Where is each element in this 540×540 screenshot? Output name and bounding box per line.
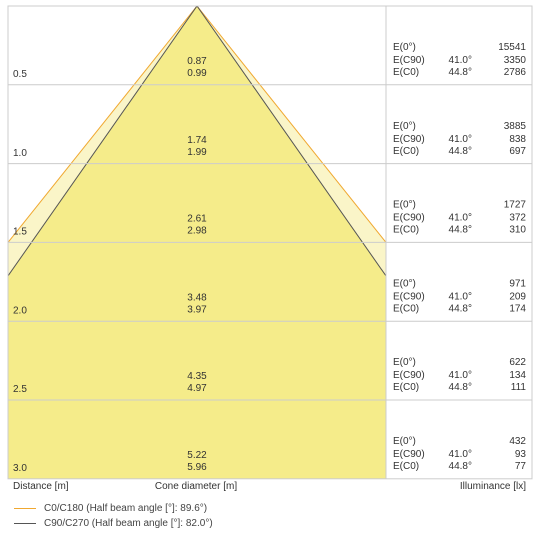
e-c90-value: 3350 [504,55,527,66]
cone-diameter-c0: 1.74 [187,135,207,146]
e-c90-label: E(C90) [393,213,425,224]
angle-c90: 41.0° [449,370,472,381]
legend-item-c0: C0/C180 (Half beam angle [°]: 89.6°) [14,503,207,514]
e-c0-label: E(C0) [393,225,419,236]
e-c0-label: E(C0) [393,146,419,157]
e-c0-value: 77 [515,461,527,472]
xlabel-distance: Distance [m] [13,481,69,492]
e-c90-label: E(C90) [393,55,425,66]
angle-c0: 44.8° [449,225,472,236]
e0-label: E(0°) [393,278,416,289]
angle-c90: 41.0° [449,291,472,302]
cone-diameter-c90: 2.98 [187,226,207,237]
cone-diameter-c90: 4.97 [187,383,207,394]
e-c0-value: 310 [509,225,526,236]
xlabel-illuminance: Illuminance [lx] [460,481,526,492]
distance-label: 2.5 [13,384,27,395]
e0-label: E(0°) [393,436,416,447]
e0-label: E(0°) [393,121,416,132]
cone-diameter-c0: 4.35 [187,371,207,382]
e-c90-value: 93 [515,449,527,460]
e-c0-label: E(C0) [393,303,419,314]
e0-label: E(0°) [393,42,416,53]
e0-value: 1727 [504,200,527,211]
e-c90-label: E(C90) [393,449,425,460]
e-c0-value: 111 [511,382,527,393]
cone-diameter-c90: 1.99 [187,147,207,158]
cone-diameter-c0: 5.22 [187,450,207,461]
angle-c0: 44.8° [449,382,472,393]
legend-swatch-c90 [14,523,36,524]
e0-value: 432 [509,436,526,447]
angle-c90: 41.0° [449,55,472,66]
angle-c90: 41.0° [449,449,472,460]
e0-label: E(0°) [393,200,416,211]
distance-label: 2.0 [13,305,27,316]
legend-label-c0: C0/C180 (Half beam angle [°]: 89.6°) [44,503,208,514]
e-c90-label: E(C90) [393,370,425,381]
legend-swatch-c0 [14,508,36,509]
cone-diameter-c90: 5.96 [187,462,207,473]
angle-c90: 41.0° [449,134,472,145]
e-c0-value: 2786 [504,67,527,78]
e-c90-label: E(C90) [393,291,425,302]
distance-label: 3.0 [13,463,27,474]
e-c90-label: E(C90) [393,134,425,145]
e-c0-value: 697 [509,146,526,157]
angle-c0: 44.8° [449,146,472,157]
legend-item-c90: C90/C270 (Half beam angle [°]: 82.0°) [14,518,213,529]
e-c0-label: E(C0) [393,382,419,393]
e-c0-label: E(C0) [393,461,419,472]
distance-label: 0.5 [13,69,27,80]
angle-c0: 44.8° [449,67,472,78]
distance-label: 1.5 [13,227,27,238]
e0-value: 3885 [504,121,527,132]
e0-value: 15541 [498,42,526,53]
e-c0-value: 174 [509,303,526,314]
angle-c0: 44.8° [449,461,472,472]
legend-label-c90: C90/C270 (Half beam angle [°]: 82.0°) [44,518,213,529]
e-c90-value: 838 [509,134,526,145]
e-c90-value: 134 [509,370,526,381]
angle-c0: 44.8° [449,303,472,314]
cone-diameter-c90: 3.97 [187,304,207,315]
e0-value: 622 [509,357,526,368]
e-c0-label: E(C0) [393,67,419,78]
xlabel-cone-diameter: Cone diameter [m] [155,481,237,492]
cone-diameter-c90: 0.99 [187,68,207,79]
e0-value: 971 [509,278,526,289]
distance-label: 1.0 [13,148,27,159]
angle-c90: 41.0° [449,213,472,224]
cone-diameter-c0: 2.61 [187,214,207,225]
e0-label: E(0°) [393,357,416,368]
cone-diameter-c0: 3.48 [187,292,207,303]
e-c90-value: 372 [509,213,526,224]
e-c90-value: 209 [509,291,526,302]
cone-diameter-c0: 0.87 [187,56,207,67]
